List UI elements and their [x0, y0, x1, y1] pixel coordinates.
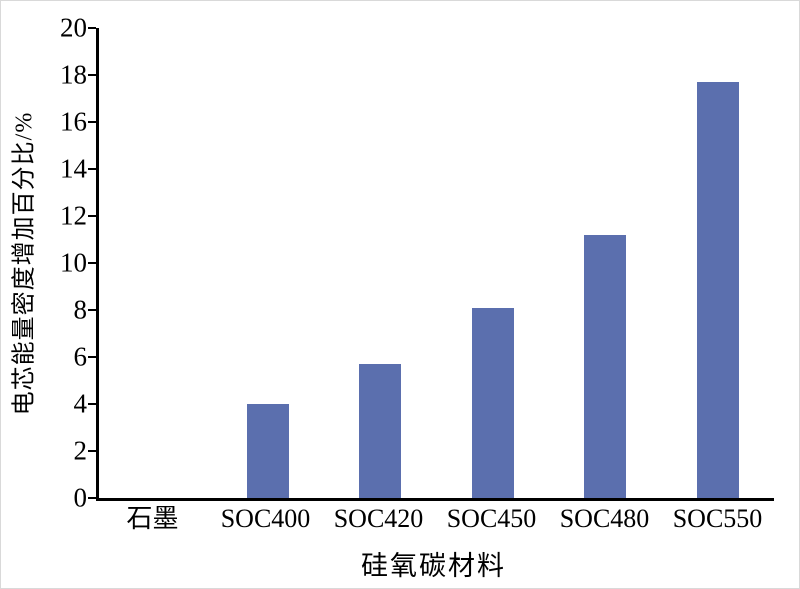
y-axis-tick	[88, 74, 96, 76]
y-axis-tick-label: 20	[60, 12, 87, 43]
y-axis-tick-label: 6	[73, 341, 88, 372]
y-axis-tick	[88, 450, 96, 452]
bar-SOC420	[359, 364, 402, 498]
y-axis-tick	[88, 27, 96, 29]
y-axis-title: 电芯能量密度增加百分比/%	[11, 111, 38, 415]
y-axis-tick	[88, 168, 96, 170]
x-axis-tick-label: SOC550	[672, 504, 763, 533]
x-axis-title: 硅氧碳材料	[361, 551, 506, 581]
y-axis-tick-label: 16	[60, 106, 87, 137]
y-axis-tick	[88, 309, 96, 311]
y-axis-tick-label: 12	[60, 200, 87, 231]
y-axis-tick-label: 0	[73, 482, 88, 513]
y-axis-tick	[88, 497, 96, 499]
x-axis-tick-label: SOC420	[333, 504, 424, 533]
y-axis-tick-label: 4	[73, 388, 88, 419]
y-axis-tick	[88, 215, 96, 217]
y-axis-tick-label: 8	[73, 294, 88, 325]
bar-SOC400	[246, 404, 289, 498]
y-axis-tick-label: 18	[60, 59, 87, 90]
y-axis-tick-label: 14	[60, 153, 87, 184]
y-axis-tick-label: 2	[73, 435, 88, 466]
x-axis-tick-label: SOC480	[559, 504, 650, 533]
y-axis-tick	[88, 403, 96, 405]
bar-SOC550	[696, 82, 739, 498]
bar-SOC450	[471, 307, 514, 498]
x-axis-tick-labels: 石墨 SOC400 SOC420 SOC450 SOC480 SOC550	[96, 504, 774, 534]
y-axis-tick	[88, 262, 96, 264]
plot-area	[88, 27, 774, 501]
y-axis-tick-label: 10	[60, 247, 87, 278]
bar-SOC480	[584, 234, 627, 498]
y-axis-tick-labels: 0 2 4 6 8 10 12 14 16 18 20	[35, 14, 88, 511]
x-axis-tick-label: SOC450	[446, 504, 537, 533]
y-axis-tick	[88, 356, 96, 358]
x-axis-tick-label: 石墨	[126, 504, 179, 533]
y-axis-tick	[88, 121, 96, 123]
x-axis-tick-label: SOC400	[220, 504, 311, 533]
